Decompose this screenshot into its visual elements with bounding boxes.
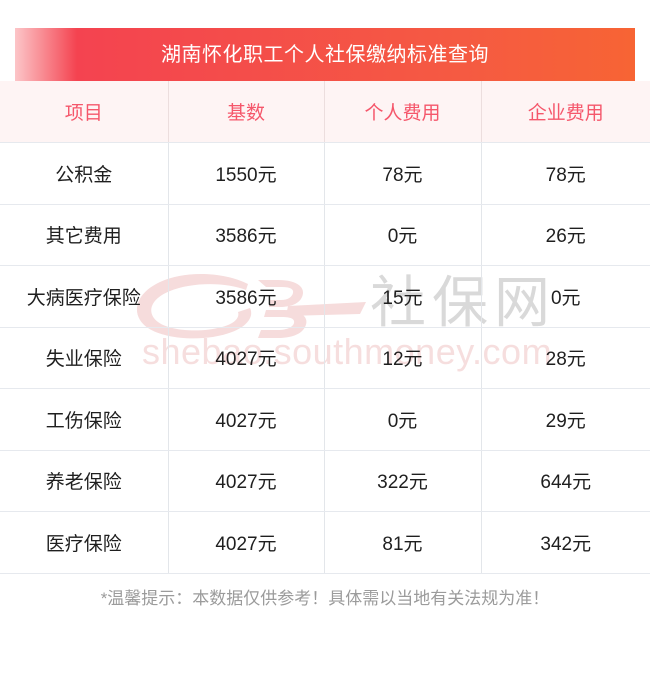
table-row: 医疗保险 4027元 81元 342元 [0,511,650,574]
cell-base: 4027元 [168,511,325,574]
column-header-item: 项目 [0,81,169,143]
cell-personal: 81元 [324,511,482,574]
cell-company: 28元 [481,327,650,389]
social-insurance-table: 项目 基数 个人费用 企业费用 公积金 1550元 78元 78元 其它费用 3… [0,81,650,574]
cell-item: 医疗保险 [0,511,169,574]
cell-company: 78元 [481,142,650,205]
column-header-base: 基数 [168,81,325,143]
cell-personal: 322元 [324,450,482,512]
cell-company: 342元 [481,511,650,574]
cell-base: 4027元 [168,450,325,512]
cell-base: 4027元 [168,388,325,451]
cell-company: 26元 [481,204,650,266]
cell-item: 其它费用 [0,204,169,266]
cell-base: 1550元 [168,142,325,205]
table-row: 大病医疗保险 3586元 15元 0元 [0,265,650,328]
cell-personal: 15元 [324,265,482,328]
cell-personal: 0元 [324,388,482,451]
table-row: 养老保险 4027元 322元 644元 [0,450,650,512]
table-row: 工伤保险 4027元 0元 29元 [0,388,650,451]
cell-item: 大病医疗保险 [0,265,169,328]
cell-item: 养老保险 [0,450,169,512]
cell-personal: 0元 [324,204,482,266]
cell-item: 公积金 [0,142,169,205]
page-title-bar: 湖南怀化职工个人社保缴纳标准查询 [15,28,635,81]
cell-item: 失业保险 [0,327,169,389]
table-row: 其它费用 3586元 0元 26元 [0,204,650,266]
column-header-company: 企业费用 [481,81,650,143]
column-header-personal: 个人费用 [324,81,482,143]
cell-company: 0元 [481,265,650,328]
table-body: 公积金 1550元 78元 78元 其它费用 3586元 0元 26元 大病医疗… [0,142,650,574]
table-row: 失业保险 4027元 12元 28元 [0,327,650,389]
cell-personal: 12元 [324,327,482,389]
cell-company: 644元 [481,450,650,512]
cell-item: 工伤保险 [0,388,169,451]
table-header: 项目 基数 个人费用 企业费用 [0,81,650,143]
table-header-row: 项目 基数 个人费用 企业费用 [0,81,650,143]
page-title: 湖南怀化职工个人社保缴纳标准查询 [161,43,489,66]
cell-base: 4027元 [168,327,325,389]
footer-note: *温馨提示：本数据仅供参考！具体需以当地有关法规为准！ [100,589,550,608]
cell-company: 29元 [481,388,650,451]
cell-personal: 78元 [324,142,482,205]
cell-base: 3586元 [168,204,325,266]
table-row: 公积金 1550元 78元 78元 [0,142,650,205]
cell-base: 3586元 [168,265,325,328]
